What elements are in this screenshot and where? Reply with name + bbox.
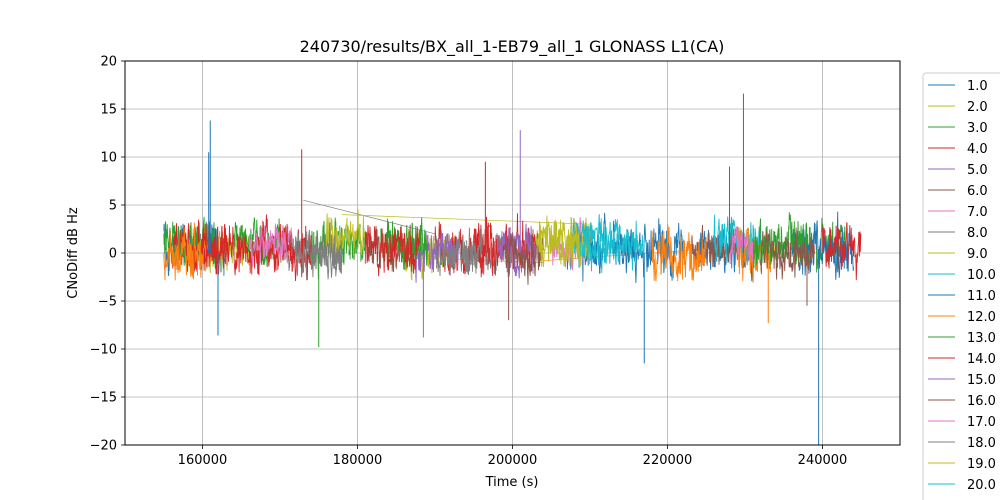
series-line-14.0 <box>822 222 862 281</box>
y-tick-label: 20 <box>100 55 117 70</box>
x-tick-label: 200000 <box>488 453 538 468</box>
legend-label: 18.0 <box>967 436 996 451</box>
legend-label: 20.0 <box>967 478 996 493</box>
series-line-14.0 <box>202 214 312 282</box>
legend-label: 1.0 <box>967 79 988 94</box>
legend: 1.0 2.0 3.0 4.0 5.0 6.0 7.0 8.0 9.0 10.0 11.0 12.0 1… <box>922 72 1000 500</box>
series-line-20.0 <box>581 225 645 274</box>
trend-line <box>303 199 436 235</box>
legend-label: 3.0 <box>967 121 988 136</box>
legend-label: 5.0 <box>967 163 988 178</box>
series-line-18.0 <box>434 227 482 277</box>
chart-title: 240730/results/BX_all_1-EB79_all_1 GLONA… <box>300 37 725 57</box>
legend-label: 4.0 <box>967 142 988 157</box>
legend-label: 7.0 <box>967 205 988 220</box>
series-line-14.0 <box>364 224 420 277</box>
y-axis-label: CNoDiff dB Hz <box>66 207 81 299</box>
series-line-13.0 <box>380 217 428 271</box>
x-axis-label: Time (s) <box>485 475 539 490</box>
legend-label: 2.0 <box>967 100 988 115</box>
series-line-19.0 <box>535 219 591 268</box>
series-line-4.0 <box>171 219 227 275</box>
y-axis-ticks: 20 15 10 5 0 −5 −10 −15 −20 <box>90 55 125 454</box>
x-tick-label: 180000 <box>333 453 383 468</box>
legend-label: 19.0 <box>967 457 996 472</box>
series-line-17.0 <box>248 223 289 267</box>
series-line-16.0 <box>760 227 816 280</box>
legend-label: 16.0 <box>967 394 996 409</box>
y-tick-label: 5 <box>109 199 117 214</box>
legend-label: 8.0 <box>967 226 988 241</box>
x-tick-label: 240000 <box>798 453 848 468</box>
x-tick-label: 160000 <box>178 453 228 468</box>
y-tick-label: −5 <box>98 295 117 310</box>
y-tick-label: 10 <box>100 151 117 166</box>
y-tick-label: 0 <box>109 247 117 262</box>
series-line-11.0 <box>612 218 684 284</box>
y-tick-label: 15 <box>100 103 117 118</box>
series-line-17.0 <box>729 226 754 264</box>
legend-label: 12.0 <box>967 310 996 325</box>
legend-label: 10.0 <box>967 268 996 283</box>
legend-label: 17.0 <box>967 415 996 430</box>
legend-label: 11.0 <box>967 289 996 304</box>
legend-label: 13.0 <box>967 331 996 346</box>
legend-label: 15.0 <box>967 373 996 388</box>
y-tick-label: −10 <box>90 343 117 358</box>
legend-label: 6.0 <box>967 184 988 199</box>
legend-label: 9.0 <box>967 247 988 262</box>
legend-box <box>922 72 1000 500</box>
series-line-12.0 <box>651 224 707 282</box>
legend-label: 14.0 <box>967 352 996 367</box>
y-tick-label: −20 <box>90 439 117 454</box>
x-tick-label: 220000 <box>643 453 693 468</box>
x-axis-ticks: 160000 180000 200000 220000 240000 <box>178 445 848 468</box>
series-line-5.0 <box>411 229 459 283</box>
y-tick-label: −15 <box>90 391 117 406</box>
